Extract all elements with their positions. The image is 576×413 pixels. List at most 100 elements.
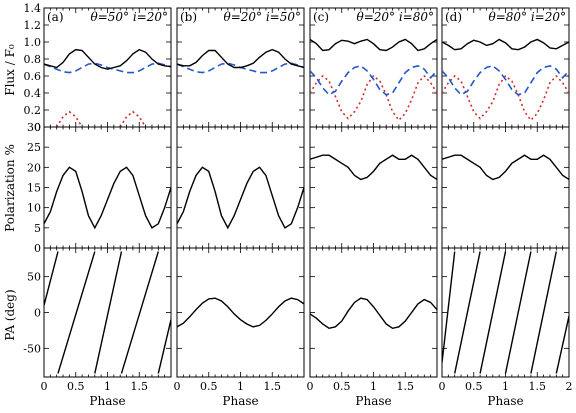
- x-tick-label: 0: [307, 380, 314, 393]
- y-tick-label: 0.2: [24, 104, 42, 117]
- y-tick-label: 0.4: [24, 87, 42, 100]
- y-tick-label: 10: [27, 202, 41, 215]
- xlabel: Phase: [355, 394, 391, 408]
- y-tick-label: 0: [34, 242, 41, 255]
- panel-params: θ=20° i=80°: [356, 10, 434, 24]
- plot-area: [177, 48, 304, 74]
- panel-frame: [309, 247, 438, 378]
- panel-frame: [176, 126, 305, 249]
- series-pa-segment-0: [310, 297, 437, 330]
- panel-d-row-0: (d) θ=80° i=20°: [441, 7, 570, 128]
- panel-b-row-2: 0 0.5 1 1.5 Phase: [174, 247, 305, 408]
- series-total-solid: [310, 38, 437, 52]
- series-pa-segment-3: [120, 251, 159, 374]
- panel-params: θ=50° i=20°: [90, 10, 168, 24]
- y-tick-label: 0: [34, 121, 41, 134]
- panel-tag: (a): [47, 10, 64, 24]
- y-tick-label: -50: [23, 342, 41, 355]
- panel-tag: (c): [313, 10, 329, 24]
- series-pa-segment-4: [157, 319, 171, 374]
- plot-area: [44, 251, 171, 374]
- panel-tag: (d): [445, 10, 462, 24]
- x-tick-label: 1.5: [529, 380, 547, 393]
- panel-frame: [309, 7, 438, 128]
- plot-area: [44, 48, 171, 127]
- y-tick-label: 30: [27, 121, 41, 134]
- x-tick-label: 0.5: [200, 380, 218, 393]
- plot-area: [44, 166, 171, 230]
- series-pa-segment-2: [94, 251, 123, 374]
- y-tick-label: 1.0: [24, 36, 42, 49]
- y-tick-label: 15: [27, 182, 41, 195]
- panel-b-row-0: (b) θ=20° i=50°: [176, 7, 305, 128]
- panel-d-row-1: [441, 126, 570, 249]
- panel-c-row-2: 0 0.5 1 1.5 Phase: [307, 247, 438, 408]
- panel-frame: [441, 247, 570, 378]
- panel-a-row-1: 0 5 10 15 20 25 30: [27, 121, 172, 255]
- panel-d-row-2: 0 0.5 1 1.5 2 Phase: [439, 247, 573, 408]
- panel-b-row-1: [176, 126, 305, 249]
- panel-frame: [441, 126, 570, 249]
- series-red-dotted: [56, 110, 147, 127]
- series-pa-segment-4: [530, 251, 557, 374]
- xlabel: Phase: [222, 394, 258, 408]
- panel-tag: (b): [180, 10, 197, 24]
- x-tick-label: 1: [502, 380, 509, 393]
- panel-params: θ=20° i=50°: [223, 10, 301, 24]
- x-tick-label: 0: [41, 380, 48, 393]
- panel-frame: [309, 126, 438, 249]
- plot-area: [177, 166, 304, 230]
- series-pa-segment-1: [57, 251, 96, 374]
- series-blue-dashed: [44, 62, 171, 74]
- y-tick-label: 0: [34, 307, 41, 320]
- series-pa-segment-0: [177, 297, 304, 328]
- x-tick-label: 0.5: [333, 380, 351, 393]
- y-tick-label: 1.2: [24, 19, 42, 32]
- x-tick-label: 1: [370, 380, 377, 393]
- x-tick-label: 0.5: [465, 380, 483, 393]
- series-pa-segment-1: [454, 251, 481, 374]
- plot-area: [442, 38, 569, 122]
- x-tick-label: 1: [237, 380, 244, 393]
- series-red-dotted: [310, 74, 437, 122]
- plot-area: [442, 251, 569, 374]
- series-polarization: [44, 166, 171, 230]
- panel-a-row-2: -50 0 50 0 0.5 1 1.5 Phase: [23, 247, 172, 408]
- x-tick-label: 1.5: [264, 380, 282, 393]
- plot-area: [310, 297, 437, 330]
- x-tick-label: 0: [439, 380, 446, 393]
- panel-frame: [176, 247, 305, 378]
- panel-frame: [43, 126, 172, 249]
- series-pa-segment-5: [555, 315, 569, 374]
- x-tick-label: 1.5: [131, 380, 149, 393]
- x-tick-label: 1: [104, 380, 111, 393]
- series-red-dotted: [442, 74, 569, 122]
- series-pa-segment-0: [442, 251, 456, 363]
- panel-a-row-0: 0 0.2 0.4 0.6 0.8 1.0 1.2 1.4 (a) θ=50° i=20°: [24, 2, 172, 134]
- series-total-solid: [442, 38, 569, 51]
- panel-params: θ=80° i=20°: [488, 10, 566, 24]
- ylabel-flux: Flux / F₀: [3, 44, 17, 96]
- series-polarization: [310, 154, 437, 181]
- series-polarization: [177, 166, 304, 230]
- y-tick-label: 1.4: [24, 2, 42, 15]
- y-tick-label: 50: [27, 271, 41, 284]
- plot-area: [177, 297, 304, 328]
- plot-area: [310, 38, 437, 122]
- y-tick-label: 20: [27, 161, 41, 174]
- series-pa-segment-3: [504, 251, 532, 374]
- plot-area: [310, 154, 437, 181]
- panel-frame: [441, 7, 570, 128]
- series-total-solid: [44, 48, 171, 70]
- x-tick-label: 1.5: [397, 380, 415, 393]
- y-tick-label: 0.6: [24, 70, 42, 83]
- x-tick-label: 0: [174, 380, 181, 393]
- y-tick-label: 5: [34, 222, 41, 235]
- x-tick-label: 2: [566, 380, 573, 393]
- y-axis-titles: Flux / F₀ Polarization % PA (deg): [3, 44, 17, 341]
- series-polarization: [442, 154, 569, 181]
- series-pa-segment-2: [479, 251, 507, 374]
- series-total-solid: [177, 48, 304, 69]
- xlabel: Phase: [487, 394, 523, 408]
